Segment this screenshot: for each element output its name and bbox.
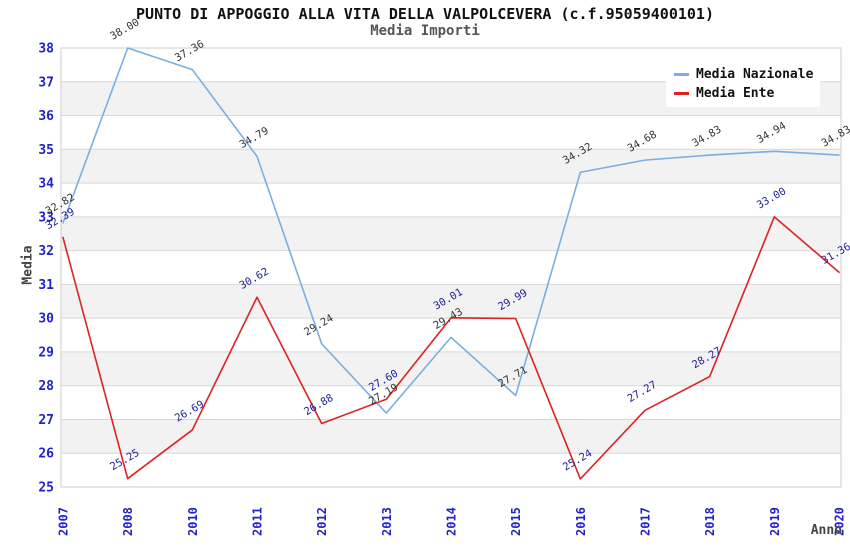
media-nazionale-line [62,47,840,414]
chart-subtitle: Media Importi [370,23,480,39]
gridlines [60,47,842,488]
svg-text:2010: 2010 [186,507,200,536]
svg-text:36: 36 [38,109,54,124]
svg-text:26: 26 [38,447,54,462]
legend-label-nazionale: Media Nazionale [696,67,814,82]
series-lines [62,47,840,480]
legend: Media Nazionale Media Ente [666,61,820,107]
svg-text:2015: 2015 [509,507,523,536]
svg-text:29: 29 [38,345,54,360]
svg-text:32: 32 [38,244,54,259]
svg-text:35: 35 [38,143,54,158]
nazionale-line-swatch-icon [674,73,689,76]
svg-text:31: 31 [38,278,54,293]
svg-text:2019: 2019 [768,507,782,536]
y-axis-label: Media [20,245,36,285]
svg-text:34.83: 34.83 [690,123,723,149]
plot-bands [61,81,841,454]
legend-row-nazionale: Media Nazionale [674,65,820,84]
svg-text:2014: 2014 [445,507,459,536]
svg-text:2007: 2007 [57,507,71,536]
svg-text:27: 27 [38,413,54,428]
svg-text:37: 37 [38,75,54,90]
svg-text:34.94: 34.94 [755,120,788,146]
svg-text:33: 33 [38,210,54,225]
svg-text:34: 34 [38,177,54,192]
svg-text:25: 25 [38,481,54,496]
media-ente-line [62,216,840,480]
legend-label-ente: Media Ente [696,86,775,101]
svg-text:38: 38 [38,42,54,57]
svg-text:34.79: 34.79 [238,125,271,151]
svg-text:37.36: 37.36 [173,38,206,64]
svg-text:34.83: 34.83 [820,123,850,149]
svg-text:28: 28 [38,379,54,394]
svg-text:33.00: 33.00 [755,185,788,211]
svg-text:2017: 2017 [639,507,653,536]
chart-title: PUNTO DI APPOGGIO ALLA VITA DELLA VALPOL… [136,5,714,23]
y-tick-labels: 25 26 27 28 29 30 31 32 33 34 35 36 37 38 [38,42,54,496]
x-tick-labels: 2007 2008 2010 2011 2012 2013 2014 2015 2016 2017… [57,507,847,536]
svg-text:2018: 2018 [703,507,717,536]
ente-line-swatch-icon [674,92,689,95]
svg-text:2013: 2013 [380,507,394,536]
x-axis-label: Anno [810,523,842,538]
svg-text:30: 30 [38,312,54,327]
svg-text:2020: 2020 [833,507,847,536]
svg-text:2008: 2008 [121,507,135,536]
svg-text:38.00: 38.00 [108,16,141,42]
svg-text:2016: 2016 [574,507,588,536]
svg-text:2011: 2011 [251,507,265,536]
legend-row-ente: Media Ente [674,84,820,103]
svg-text:2012: 2012 [315,507,329,536]
